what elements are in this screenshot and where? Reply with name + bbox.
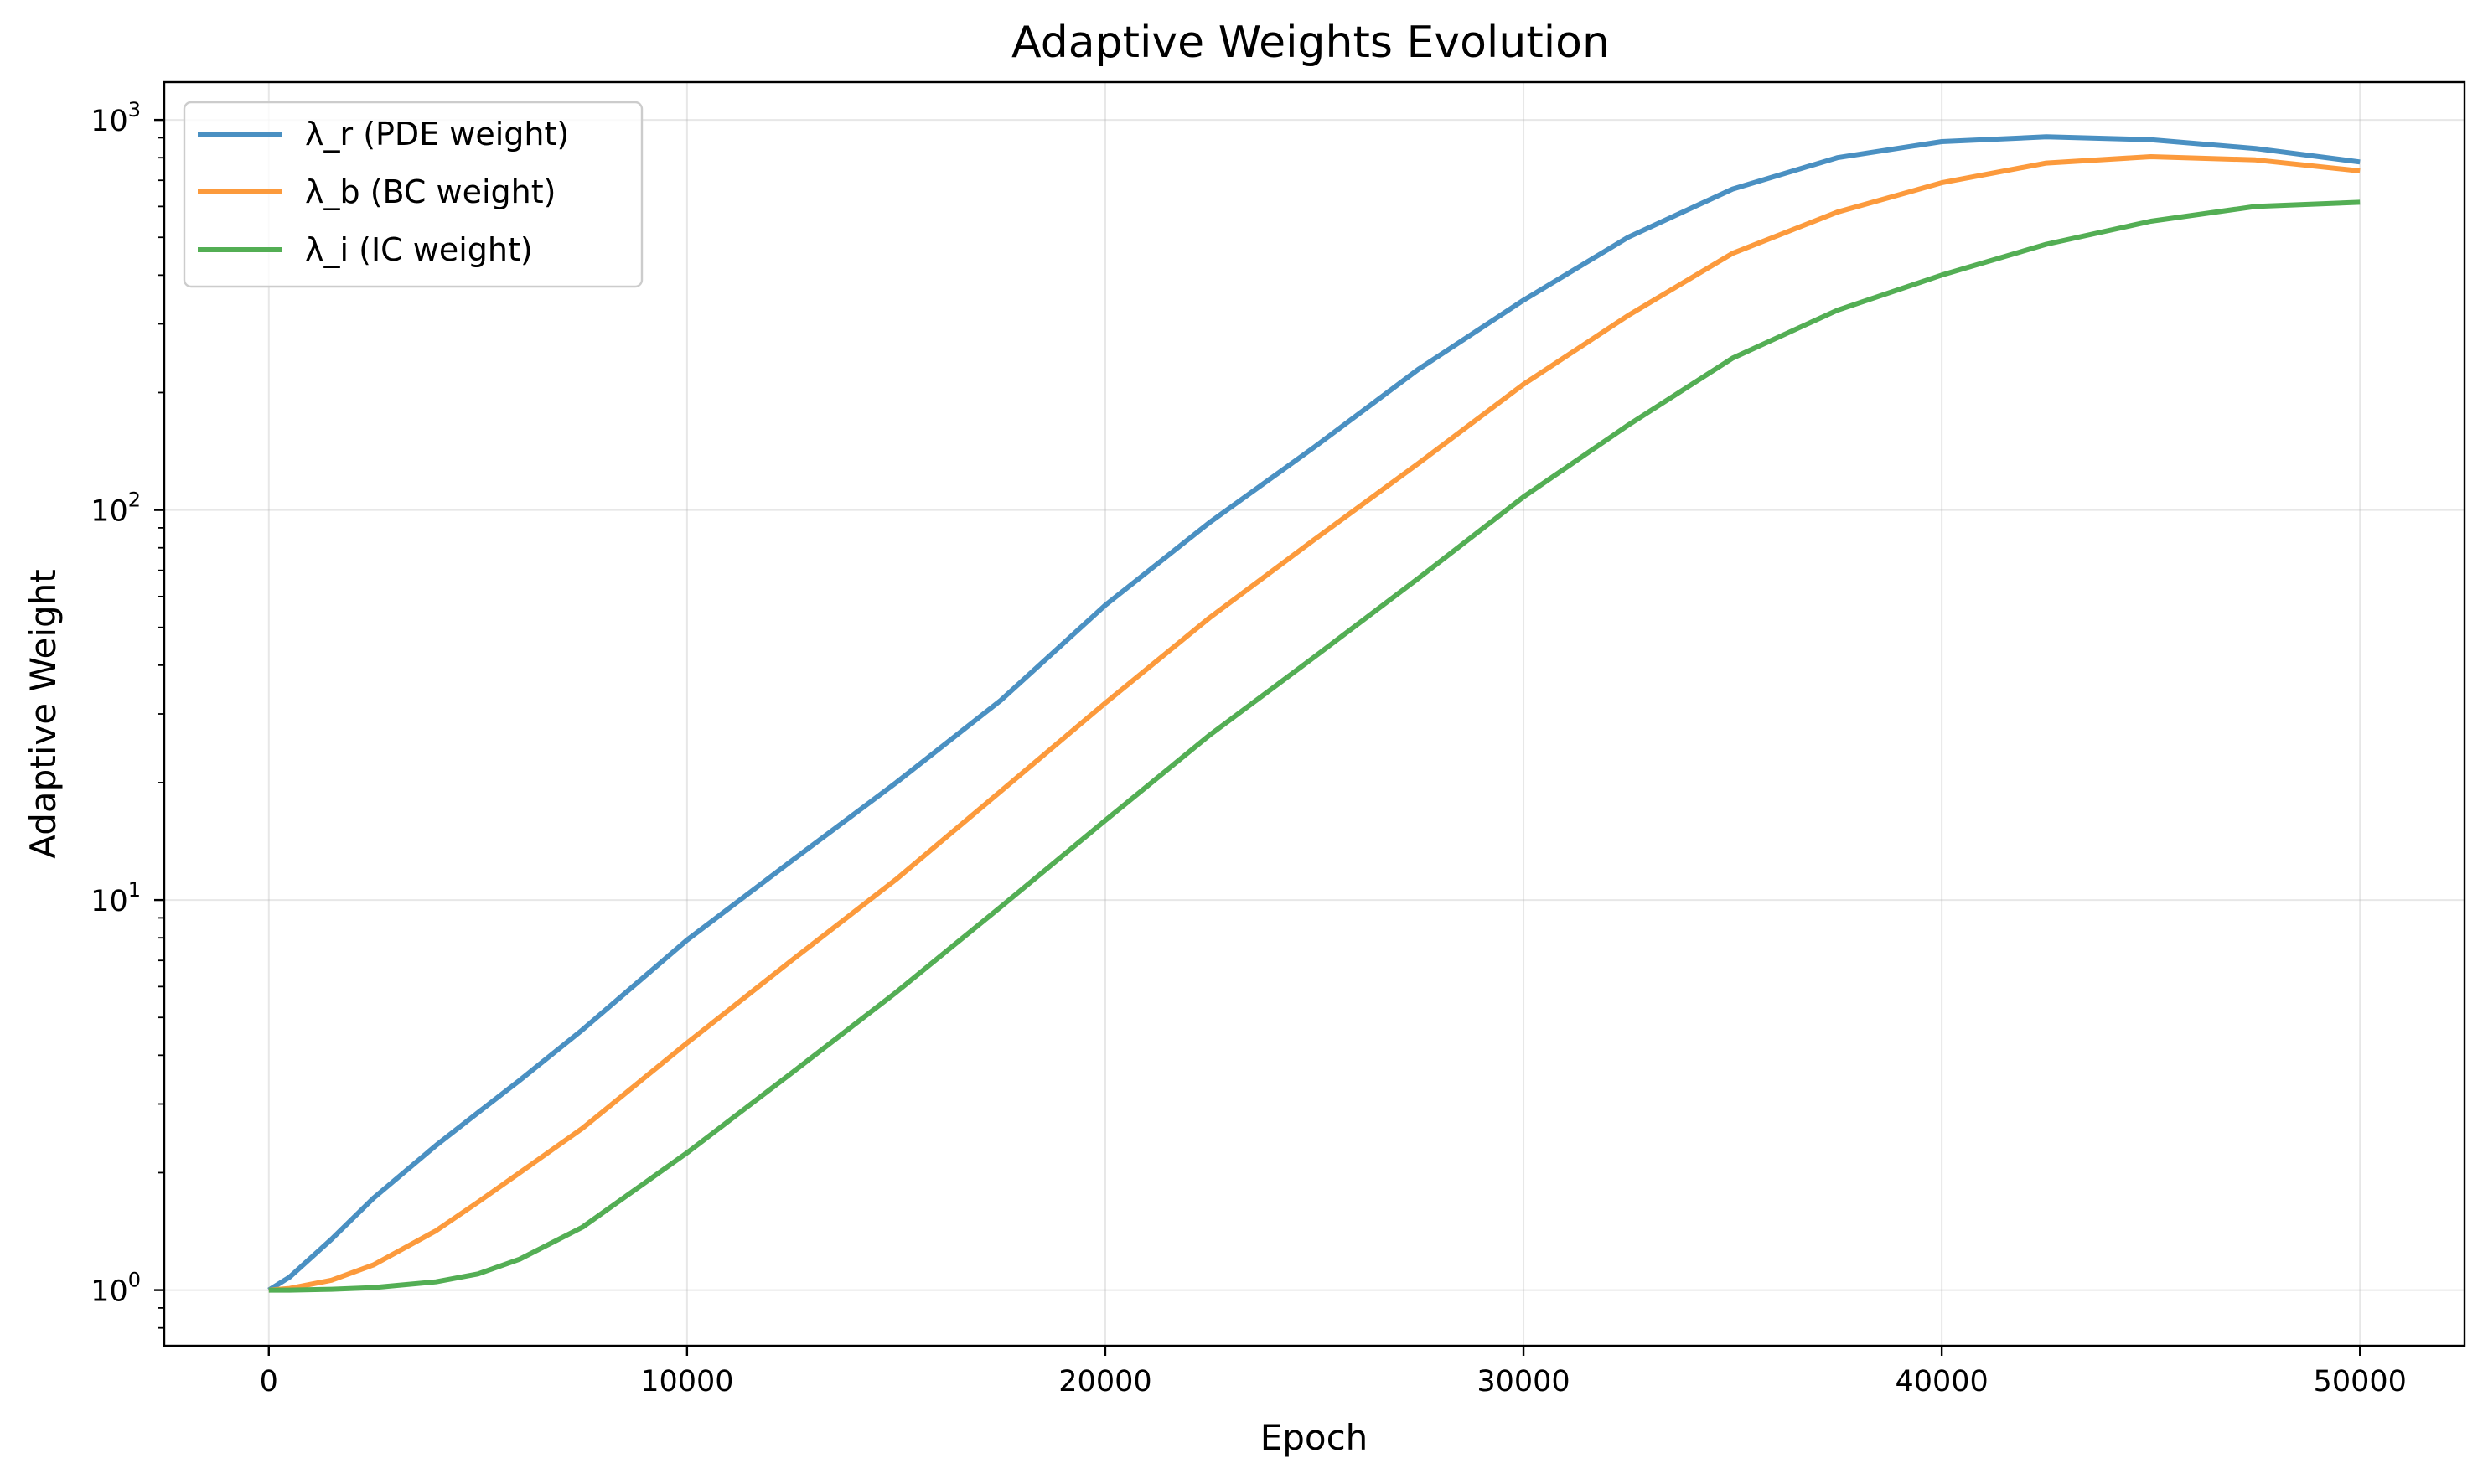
legend-label-2: λ_b (BC weight): [305, 173, 556, 210]
y-tick-label-exponent: 0: [128, 1269, 141, 1292]
x-tick-label: 50000: [2314, 1365, 2407, 1399]
y-tick-label: 103: [91, 98, 141, 138]
y-tick-label-exponent: 3: [128, 98, 141, 122]
y-tick-label-base: 10: [91, 495, 128, 529]
series-line-3: [268, 199, 2361, 1293]
y-tick-label-exponent: 2: [128, 489, 141, 512]
chart-title: Adaptive Weights Evolution: [1011, 18, 1610, 68]
y-tick-label-base: 10: [91, 885, 128, 918]
series-line-2: [268, 154, 2361, 1293]
y-axis-label: Adaptive Weight: [23, 569, 64, 859]
y-tick-label-base: 10: [91, 105, 128, 138]
legend-frame: [183, 101, 644, 288]
legend-entries: λ_r (PDE weight) λ_b (BC weight) λ_i (IC w…: [198, 116, 569, 268]
legend-label-1: λ_r (PDE weight): [305, 116, 569, 153]
x-tick-label: 0: [260, 1365, 278, 1399]
y-tick-label-exponent: 1: [128, 878, 141, 902]
y-tick-label: 102: [91, 489, 141, 529]
y-tick-label: 101: [91, 878, 141, 918]
y-tick-label-base: 10: [91, 1275, 128, 1309]
y-tick-label: 100: [91, 1269, 141, 1309]
x-tick-label: 20000: [1058, 1365, 1151, 1399]
x-tick-label: 40000: [1895, 1365, 1988, 1399]
x-tick-label: 10000: [640, 1365, 733, 1399]
x-axis-label: Epoch: [1260, 1417, 1368, 1458]
plot-series: [267, 134, 2361, 1293]
grid-lines: [164, 82, 2465, 1346]
legend-label-3: λ_i (IC weight): [305, 231, 533, 268]
x-tick-label: 30000: [1477, 1365, 1570, 1399]
legend: λ_r (PDE weight) λ_b (BC weight) λ_i (IC w…: [183, 101, 644, 288]
series-line-1: [267, 134, 2361, 1293]
